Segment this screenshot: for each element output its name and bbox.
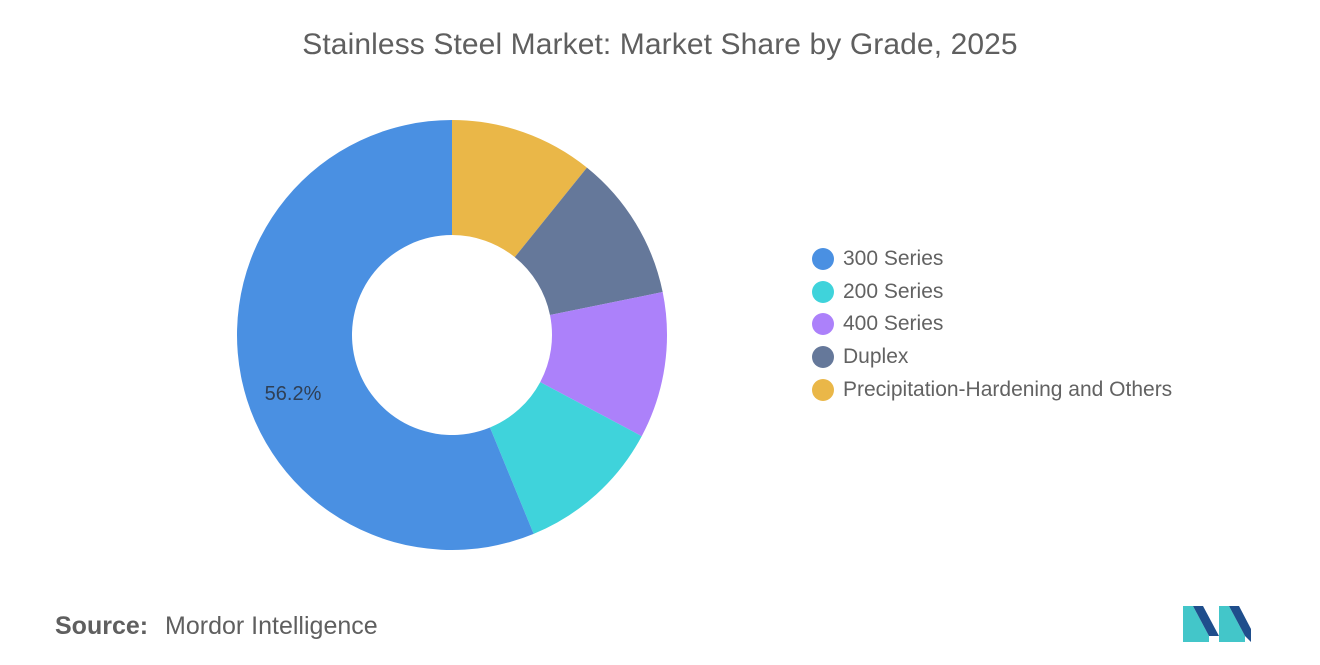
legend-item: Duplex [812,341,1272,374]
mordor-intelligence-logo-icon [1183,606,1251,642]
source-label: Source: [55,612,149,640]
pie-slice-300-series [237,120,534,550]
data-label: 56.2% [265,383,322,405]
legend-item: 300 Series [812,243,1272,276]
legend-label: Precipitation-Hardening and Others [843,377,1173,401]
legend-item: Precipitation-Hardening and Others [812,373,1272,406]
legend-swatch [812,313,834,336]
legend-swatch [812,346,834,369]
pie-slice-duplex [514,167,663,316]
legend-swatch [812,248,834,271]
legend-swatch [812,280,834,303]
legend-swatch [812,378,834,401]
pie-slice-precipitation-hardening-and-others [452,120,587,258]
legend-label: Duplex [843,345,909,369]
legend-label: 400 Series [843,312,944,336]
chart-title: Stainless Steel Market: Market Share by … [302,28,1018,61]
source-note: Source: Mordor Intelligence [55,612,378,641]
pie-slice-400-series [540,292,667,437]
source-text: Mordor Intelligence [165,612,378,640]
legend-item: 400 Series [812,308,1272,341]
chart-legend: 300 Series 200 Series 400 Series Duplex Prec… [812,243,1272,406]
legend-label: 200 Series [843,279,944,303]
legend-label: 300 Series [843,247,944,271]
pie-slice-200-series [489,382,642,534]
legend-item: 200 Series [812,276,1272,309]
